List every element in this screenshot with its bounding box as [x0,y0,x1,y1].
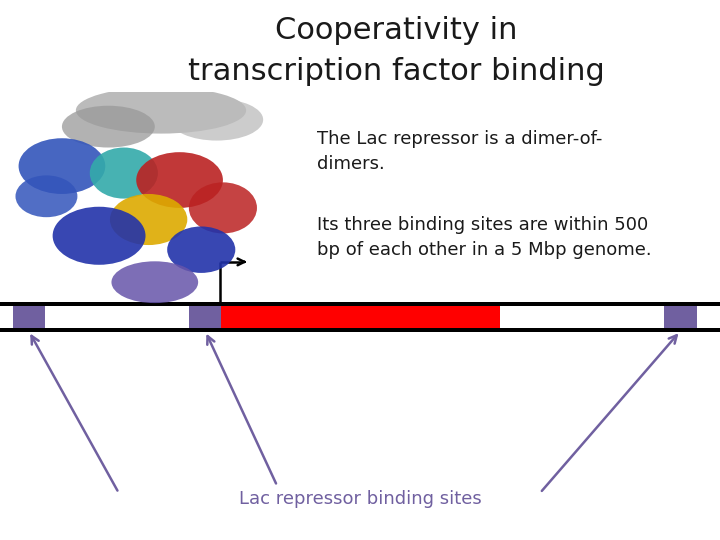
Ellipse shape [53,207,145,265]
Ellipse shape [19,138,105,194]
Ellipse shape [171,99,264,140]
Bar [13,306,45,328]
Ellipse shape [112,261,198,303]
Bar [0,302,720,332]
Text: Lac repressor binding sites: Lac repressor binding sites [238,490,482,509]
Ellipse shape [62,106,155,147]
Bar [189,306,222,328]
Bar [0,306,720,328]
Ellipse shape [76,87,246,133]
Text: The Lac repressor is a dimer-of-
dimers.: The Lac repressor is a dimer-of- dimers. [317,130,602,173]
Bar [665,306,697,328]
Ellipse shape [16,176,78,217]
Ellipse shape [136,152,223,208]
Text: Its three binding sites are within 500
bp of each other in a 5 Mbp genome.: Its three binding sites are within 500 b… [317,216,652,259]
Ellipse shape [90,147,158,199]
Ellipse shape [110,194,187,245]
Bar [216,306,500,328]
Ellipse shape [189,183,257,233]
Ellipse shape [167,226,235,273]
Text: Cooperativity in
transcription factor binding: Cooperativity in transcription factor bi… [188,16,604,86]
